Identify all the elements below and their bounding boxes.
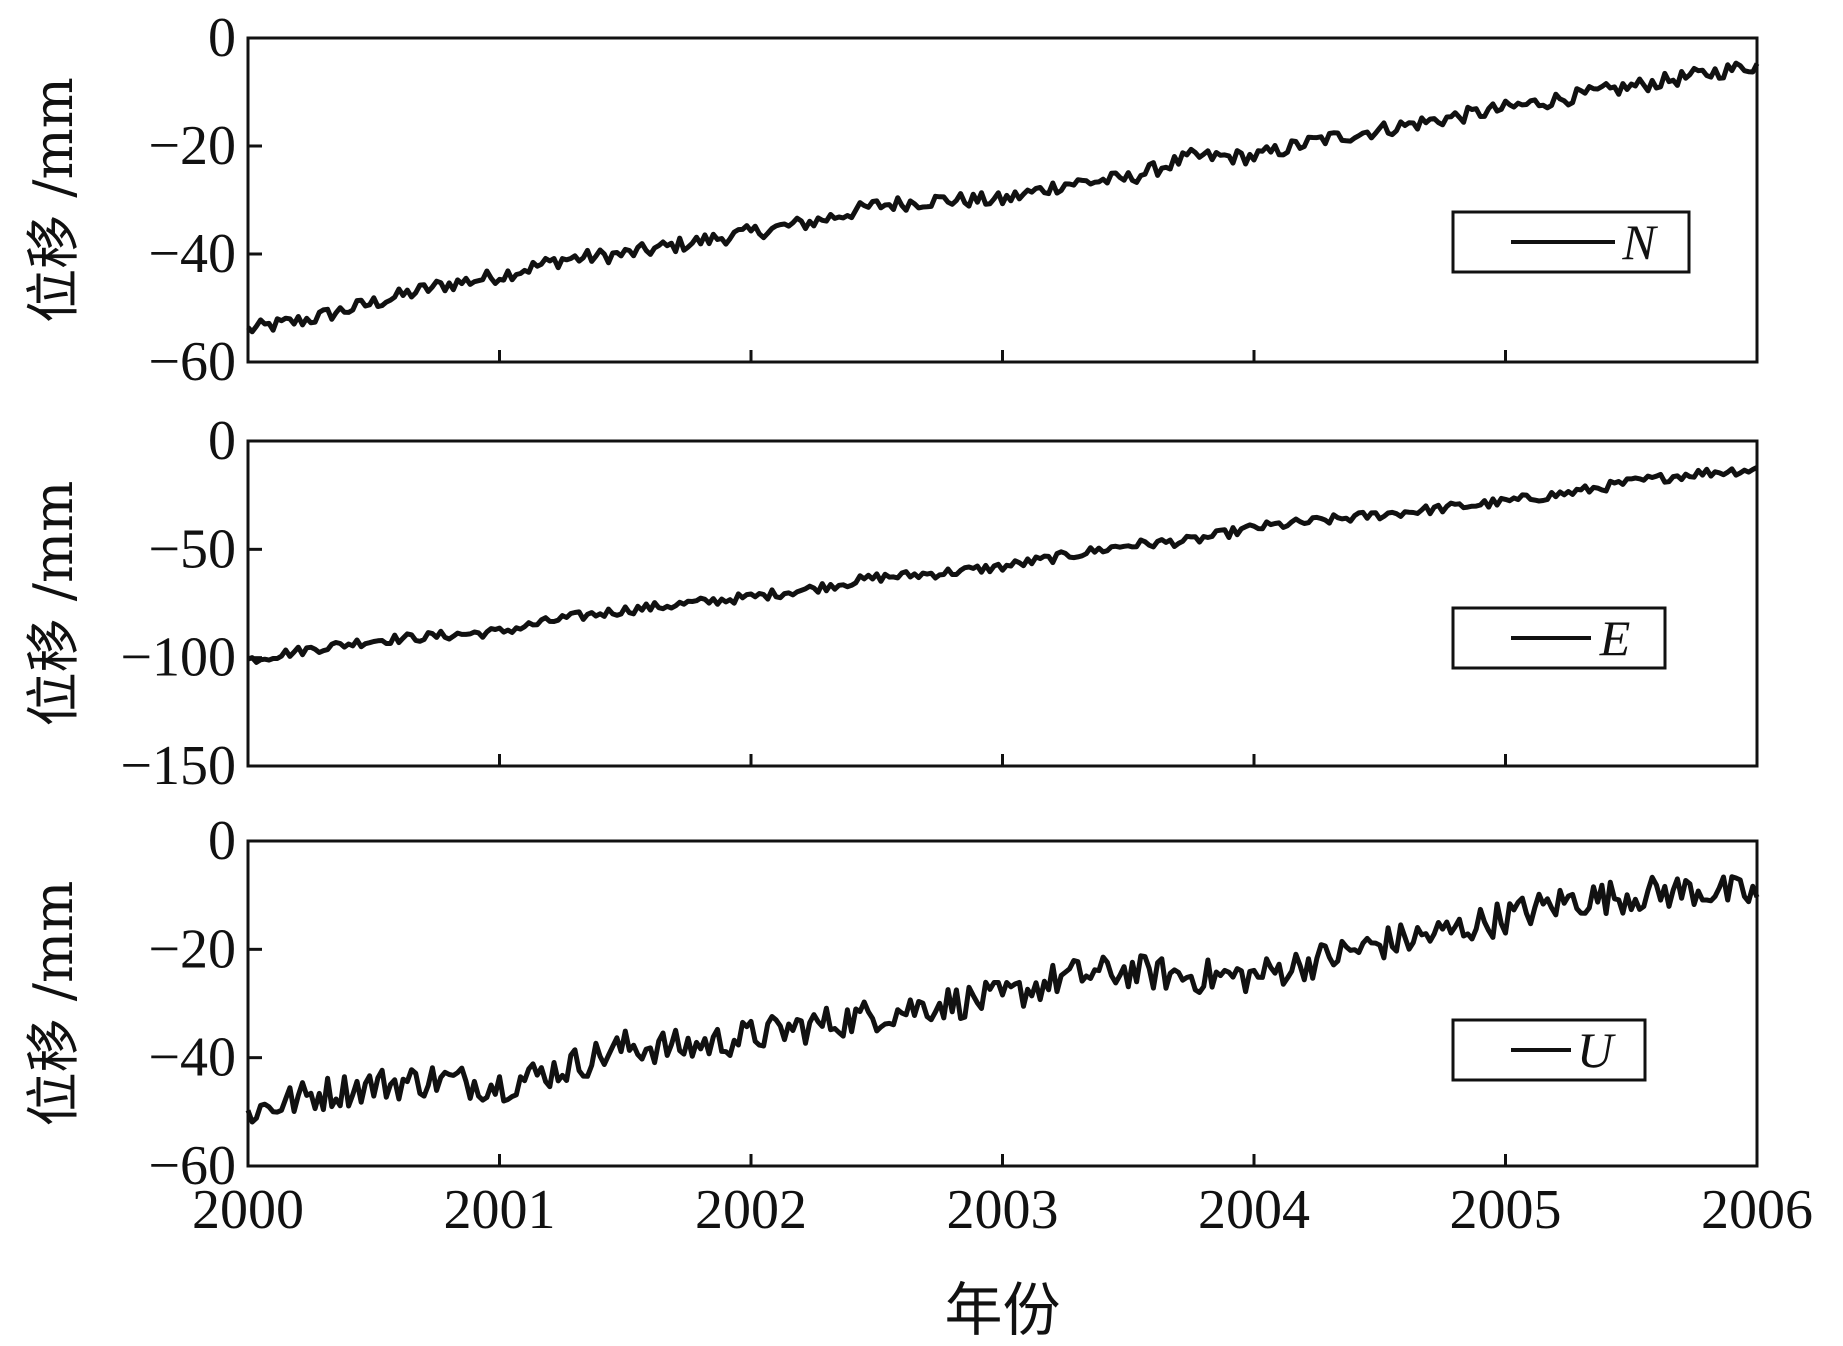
- y-tick-label: −60: [148, 331, 236, 393]
- y-tick-label: 0: [208, 810, 236, 872]
- y-axis-label: 位移 /mm: [22, 881, 85, 1127]
- x-axis-label: 年份: [944, 1276, 1060, 1344]
- panel-e: 0 −50 −100 −150 位移 /mm E: [22, 410, 1759, 797]
- plot-frame: [246, 839, 1759, 1168]
- x-tick-label: 2003: [947, 1179, 1059, 1241]
- series-line-n: [246, 60, 1760, 335]
- legend: N: [1451, 210, 1691, 274]
- legend: E: [1451, 606, 1667, 670]
- series-line-u: [245, 874, 1760, 1125]
- y-tick-label: −40: [148, 1027, 236, 1089]
- y-tick-label: −150: [120, 735, 236, 797]
- panel-n: 0 −20 −40 −60 位移 /mm N: [22, 7, 1760, 393]
- y-tick-label: −100: [120, 627, 236, 689]
- y-tick-label: 0: [208, 7, 236, 69]
- y-axis-label: 位移 /mm: [22, 77, 85, 323]
- y-tick-label: 0: [208, 410, 236, 472]
- panel-u: 0 −20 −40 −60 位移 /mm 2000 2001 2002 2003 2004 2005…: [22, 810, 1813, 1344]
- x-tick-label: 2001: [444, 1179, 556, 1241]
- legend-label: N: [1621, 214, 1658, 270]
- y-tick-label: −50: [148, 518, 236, 580]
- x-tick-label: 2004: [1198, 1179, 1310, 1241]
- legend-label: U: [1577, 1022, 1616, 1078]
- x-tick-label: 2000: [192, 1179, 304, 1241]
- y-tick-label: −60: [148, 1135, 236, 1197]
- y-tick-label: −20: [148, 115, 236, 177]
- x-tick-label: 2002: [695, 1179, 807, 1241]
- y-tick-label: −40: [148, 223, 236, 285]
- legend-label: E: [1599, 610, 1631, 666]
- y-tick-label: −20: [148, 918, 236, 980]
- legend: U: [1451, 1018, 1647, 1082]
- plot-frame: [246, 439, 1759, 768]
- series-line-e: [247, 465, 1759, 665]
- x-tick-label: 2005: [1450, 1179, 1562, 1241]
- x-tick-label: 2006: [1701, 1179, 1813, 1241]
- y-axis-label: 位移 /mm: [22, 481, 85, 727]
